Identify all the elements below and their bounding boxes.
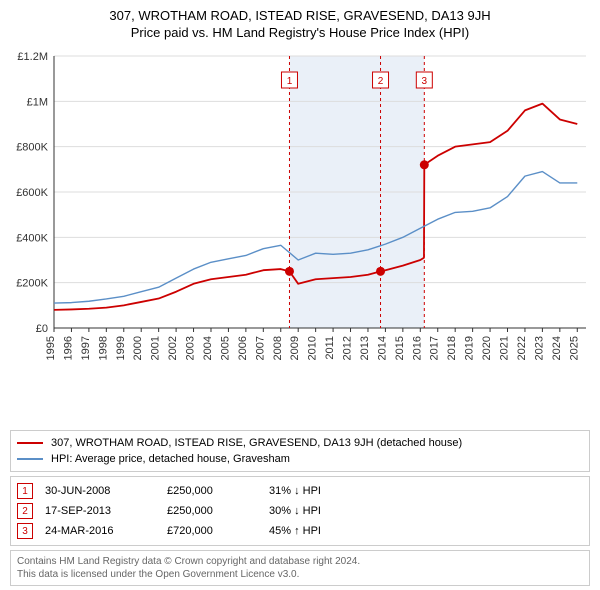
x-tick-label: 2013 [359, 336, 371, 360]
x-tick-label: 2023 [533, 336, 545, 360]
marker-badge: 2 [17, 503, 33, 519]
event-callout: 2 [373, 72, 389, 88]
marker-price: £250,000 [167, 485, 257, 497]
x-tick-label: 2010 [307, 336, 319, 360]
svg-text:3: 3 [422, 76, 428, 87]
marker-price: £250,000 [167, 505, 257, 517]
x-tick-label: 1999 [115, 336, 127, 360]
marker-badge: 1 [17, 483, 33, 499]
event-callout: 1 [281, 72, 297, 88]
svg-text:2: 2 [378, 76, 384, 87]
series-marker [420, 160, 429, 169]
chart-title: 307, WROTHAM ROAD, ISTEAD RISE, GRAVESEN… [6, 8, 594, 23]
chart-subtitle: Price paid vs. HM Land Registry's House … [6, 25, 594, 40]
x-tick-label: 1998 [97, 336, 109, 360]
y-tick-label: £1M [27, 96, 48, 108]
x-tick-label: 2015 [394, 336, 406, 360]
legend-label: HPI: Average price, detached house, Grav… [51, 453, 290, 465]
x-tick-label: 1996 [62, 336, 74, 360]
x-tick-label: 2014 [376, 336, 388, 360]
marker-date: 24-MAR-2016 [45, 525, 155, 537]
legend-swatch [17, 442, 43, 444]
chart-area: £0 £200K £400K £600K £800K £1M £1.2M 1995 1996 19… [6, 48, 594, 424]
y-tick-label: £800K [16, 142, 48, 154]
x-tick-label: 2007 [254, 336, 266, 360]
x-tick-label: 2005 [219, 336, 231, 360]
x-tick-label: 2001 [150, 336, 162, 360]
y-tick-label: £0 [36, 323, 48, 335]
x-tick-label: 2002 [167, 336, 179, 360]
x-tick-label: 2006 [237, 336, 249, 360]
y-tick-label: £1.2M [17, 51, 48, 63]
marker-diff: 31% ↓ HPI [269, 485, 359, 497]
x-tick-label: 2008 [272, 336, 284, 360]
y-tick-label: £400K [16, 232, 48, 244]
y-tick-label: £600K [16, 187, 48, 199]
footer-box: Contains HM Land Registry data © Crown c… [10, 550, 590, 586]
legend-item: 307, WROTHAM ROAD, ISTEAD RISE, GRAVESEN… [17, 435, 583, 451]
legend-box: 307, WROTHAM ROAD, ISTEAD RISE, GRAVESEN… [10, 430, 590, 472]
legend-label: 307, WROTHAM ROAD, ISTEAD RISE, GRAVESEN… [51, 437, 462, 449]
line-chart: £0 £200K £400K £600K £800K £1M £1.2M 1995 1996 19… [6, 48, 594, 388]
x-tick-label: 1995 [45, 336, 57, 360]
x-tick-label: 2000 [132, 336, 144, 360]
x-tick-label: 2012 [342, 336, 354, 360]
title-block: 307, WROTHAM ROAD, ISTEAD RISE, GRAVESEN… [6, 8, 594, 40]
x-tick-label: 2020 [481, 336, 493, 360]
x-tick-label: 2022 [516, 336, 528, 360]
marker-diff: 45% ↑ HPI [269, 525, 359, 537]
marker-diff: 30% ↓ HPI [269, 505, 359, 517]
svg-text:1: 1 [287, 76, 293, 87]
marker-price: £720,000 [167, 525, 257, 537]
legend-item: HPI: Average price, detached house, Grav… [17, 451, 583, 467]
legend-swatch [17, 458, 43, 460]
footer-line-1: Contains HM Land Registry data © Crown c… [17, 555, 583, 568]
y-tick-label: £200K [16, 278, 48, 290]
marker-row: 3 24-MAR-2016 £720,000 45% ↑ HPI [17, 521, 583, 541]
x-tick-label: 2003 [185, 336, 197, 360]
x-tick-label: 2016 [411, 336, 423, 360]
x-tick-label: 2021 [499, 336, 511, 360]
marker-table: 1 30-JUN-2008 £250,000 31% ↓ HPI 2 17-SEP-201… [10, 476, 590, 546]
marker-row: 1 30-JUN-2008 £250,000 31% ↓ HPI [17, 481, 583, 501]
footer-line-2: This data is licensed under the Open Gov… [17, 568, 583, 581]
x-tick-label: 1997 [80, 336, 92, 360]
x-tick-label: 2011 [324, 336, 336, 360]
x-tick-label: 2009 [289, 336, 301, 360]
x-tick-label: 2024 [551, 336, 563, 360]
marker-date: 17-SEP-2013 [45, 505, 155, 517]
x-tick-label: 2004 [202, 336, 214, 360]
x-tick-label: 2025 [568, 336, 580, 360]
event-callout: 3 [416, 72, 432, 88]
x-tick-label: 2017 [429, 336, 441, 360]
marker-row: 2 17-SEP-2013 £250,000 30% ↓ HPI [17, 501, 583, 521]
marker-badge: 3 [17, 523, 33, 539]
x-tick-label: 2018 [446, 336, 458, 360]
series-marker [285, 267, 294, 276]
series-marker [376, 267, 385, 276]
x-tick-label: 2019 [464, 336, 476, 360]
marker-date: 30-JUN-2008 [45, 485, 155, 497]
